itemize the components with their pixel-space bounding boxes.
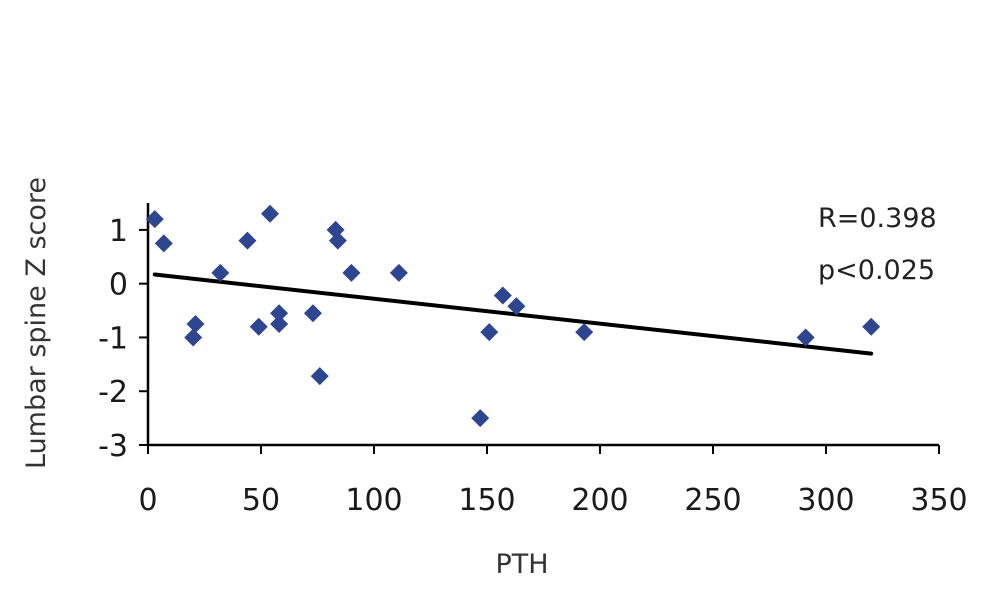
data-point-diamond: [270, 304, 289, 323]
axes: 0 50 100 150 200 250 300 350 1 0 -1 -2 -3: [98, 203, 968, 518]
trend-line: [152, 272, 874, 356]
data-point-diamond: [261, 204, 280, 223]
y-tick-label: -1: [98, 321, 128, 356]
data-point-diamond: [186, 315, 205, 333]
x-tick-label: 150: [458, 483, 515, 518]
data-point-diamond: [303, 304, 322, 323]
trendline-group: [152, 272, 874, 356]
data-point-diamond: [389, 263, 408, 282]
data-point-diamond: [249, 317, 268, 336]
x-tick-label: 100: [345, 483, 402, 518]
data-point-diamond: [154, 234, 173, 253]
x-tick-label: 350: [910, 483, 967, 518]
data-point-diamond: [342, 263, 361, 282]
annotation-r-value: R=0.398: [818, 203, 937, 234]
data-point-diamond: [471, 409, 490, 428]
data-point-diamond: [310, 367, 329, 386]
data-point-diamond: [145, 210, 164, 229]
y-tick-label: -3: [98, 429, 128, 464]
x-tick-label: 50: [242, 483, 280, 518]
y-axis-title: Lumbar spine Z score: [21, 177, 52, 469]
data-point-diamond: [493, 286, 512, 305]
data-point-diamond: [507, 297, 526, 316]
data-points: [145, 204, 881, 428]
data-point-diamond: [184, 328, 203, 347]
annotation-p-value: p<0.025: [818, 255, 935, 286]
y-tick-label: -2: [98, 375, 128, 410]
x-tick-label: 0: [138, 483, 157, 518]
data-point-diamond: [270, 315, 289, 333]
data-point-diamond: [796, 328, 815, 347]
x-tick-label: 250: [684, 483, 741, 518]
data-point-diamond: [575, 323, 594, 342]
data-point-diamond: [211, 263, 230, 282]
x-tick-label: 200: [571, 483, 628, 518]
data-point-diamond: [328, 231, 347, 250]
data-point-diamond: [480, 323, 499, 342]
data-point-diamond: [862, 317, 881, 336]
data-point-diamond: [238, 231, 257, 250]
y-tick-label: 1: [109, 214, 128, 249]
y-tick-label: 0: [109, 268, 128, 303]
x-axis-title: PTH: [495, 549, 548, 580]
x-tick-label: 300: [797, 483, 854, 518]
